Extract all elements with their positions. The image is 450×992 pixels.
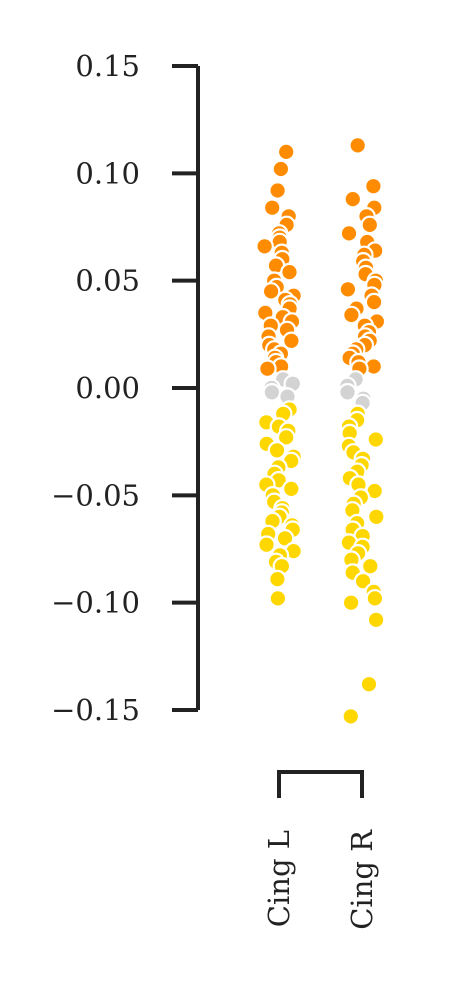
data-points [255,136,387,726]
data-point [364,176,383,196]
data-point [258,359,277,378]
data-point [281,479,301,499]
data-point [276,142,296,162]
y-tick-label: −0.15 [51,693,140,727]
x-axis-spine [277,770,364,798]
y-tick-label: 0.00 [75,371,140,405]
data-point [359,674,379,694]
data-point [348,136,367,155]
data-point [268,569,287,589]
data-point [338,382,357,402]
data-point [343,189,363,209]
y-tick-label: −0.05 [51,478,140,512]
y-axis: 0.15 0.10 0.05 0.00 −0.05 −0.10 −0.15 [51,49,200,727]
data-point [257,535,276,554]
data-point [262,382,282,402]
data-point [271,159,291,179]
data-point [255,237,274,256]
data-point [268,181,287,200]
data-point [268,589,288,608]
data-point [365,589,385,608]
data-point [267,440,287,460]
data-point [262,198,282,217]
data-point [353,571,373,591]
data-point [261,282,281,301]
data-point [366,507,386,527]
y-tick-label: 0.15 [75,49,140,83]
data-point [342,305,361,325]
data-point [341,707,361,726]
data-point [366,610,386,630]
data-point [276,428,296,447]
x-tick-label: Cing R [345,829,379,930]
y-tick-label: −0.10 [51,586,140,620]
data-point [360,556,380,576]
data-point [366,430,386,449]
data-point [338,279,358,299]
data-point [341,593,361,612]
data-point [364,292,384,312]
data-point [339,224,359,243]
data-point [360,215,380,235]
data-point [280,262,299,282]
y-tick-label: 0.05 [75,264,140,298]
x-tick-label: Cing L [262,830,296,927]
data-point [275,528,295,548]
y-tick-label: 0.10 [75,156,140,190]
data-point [282,331,301,351]
x-axis: Cing L Cing R [262,770,379,930]
